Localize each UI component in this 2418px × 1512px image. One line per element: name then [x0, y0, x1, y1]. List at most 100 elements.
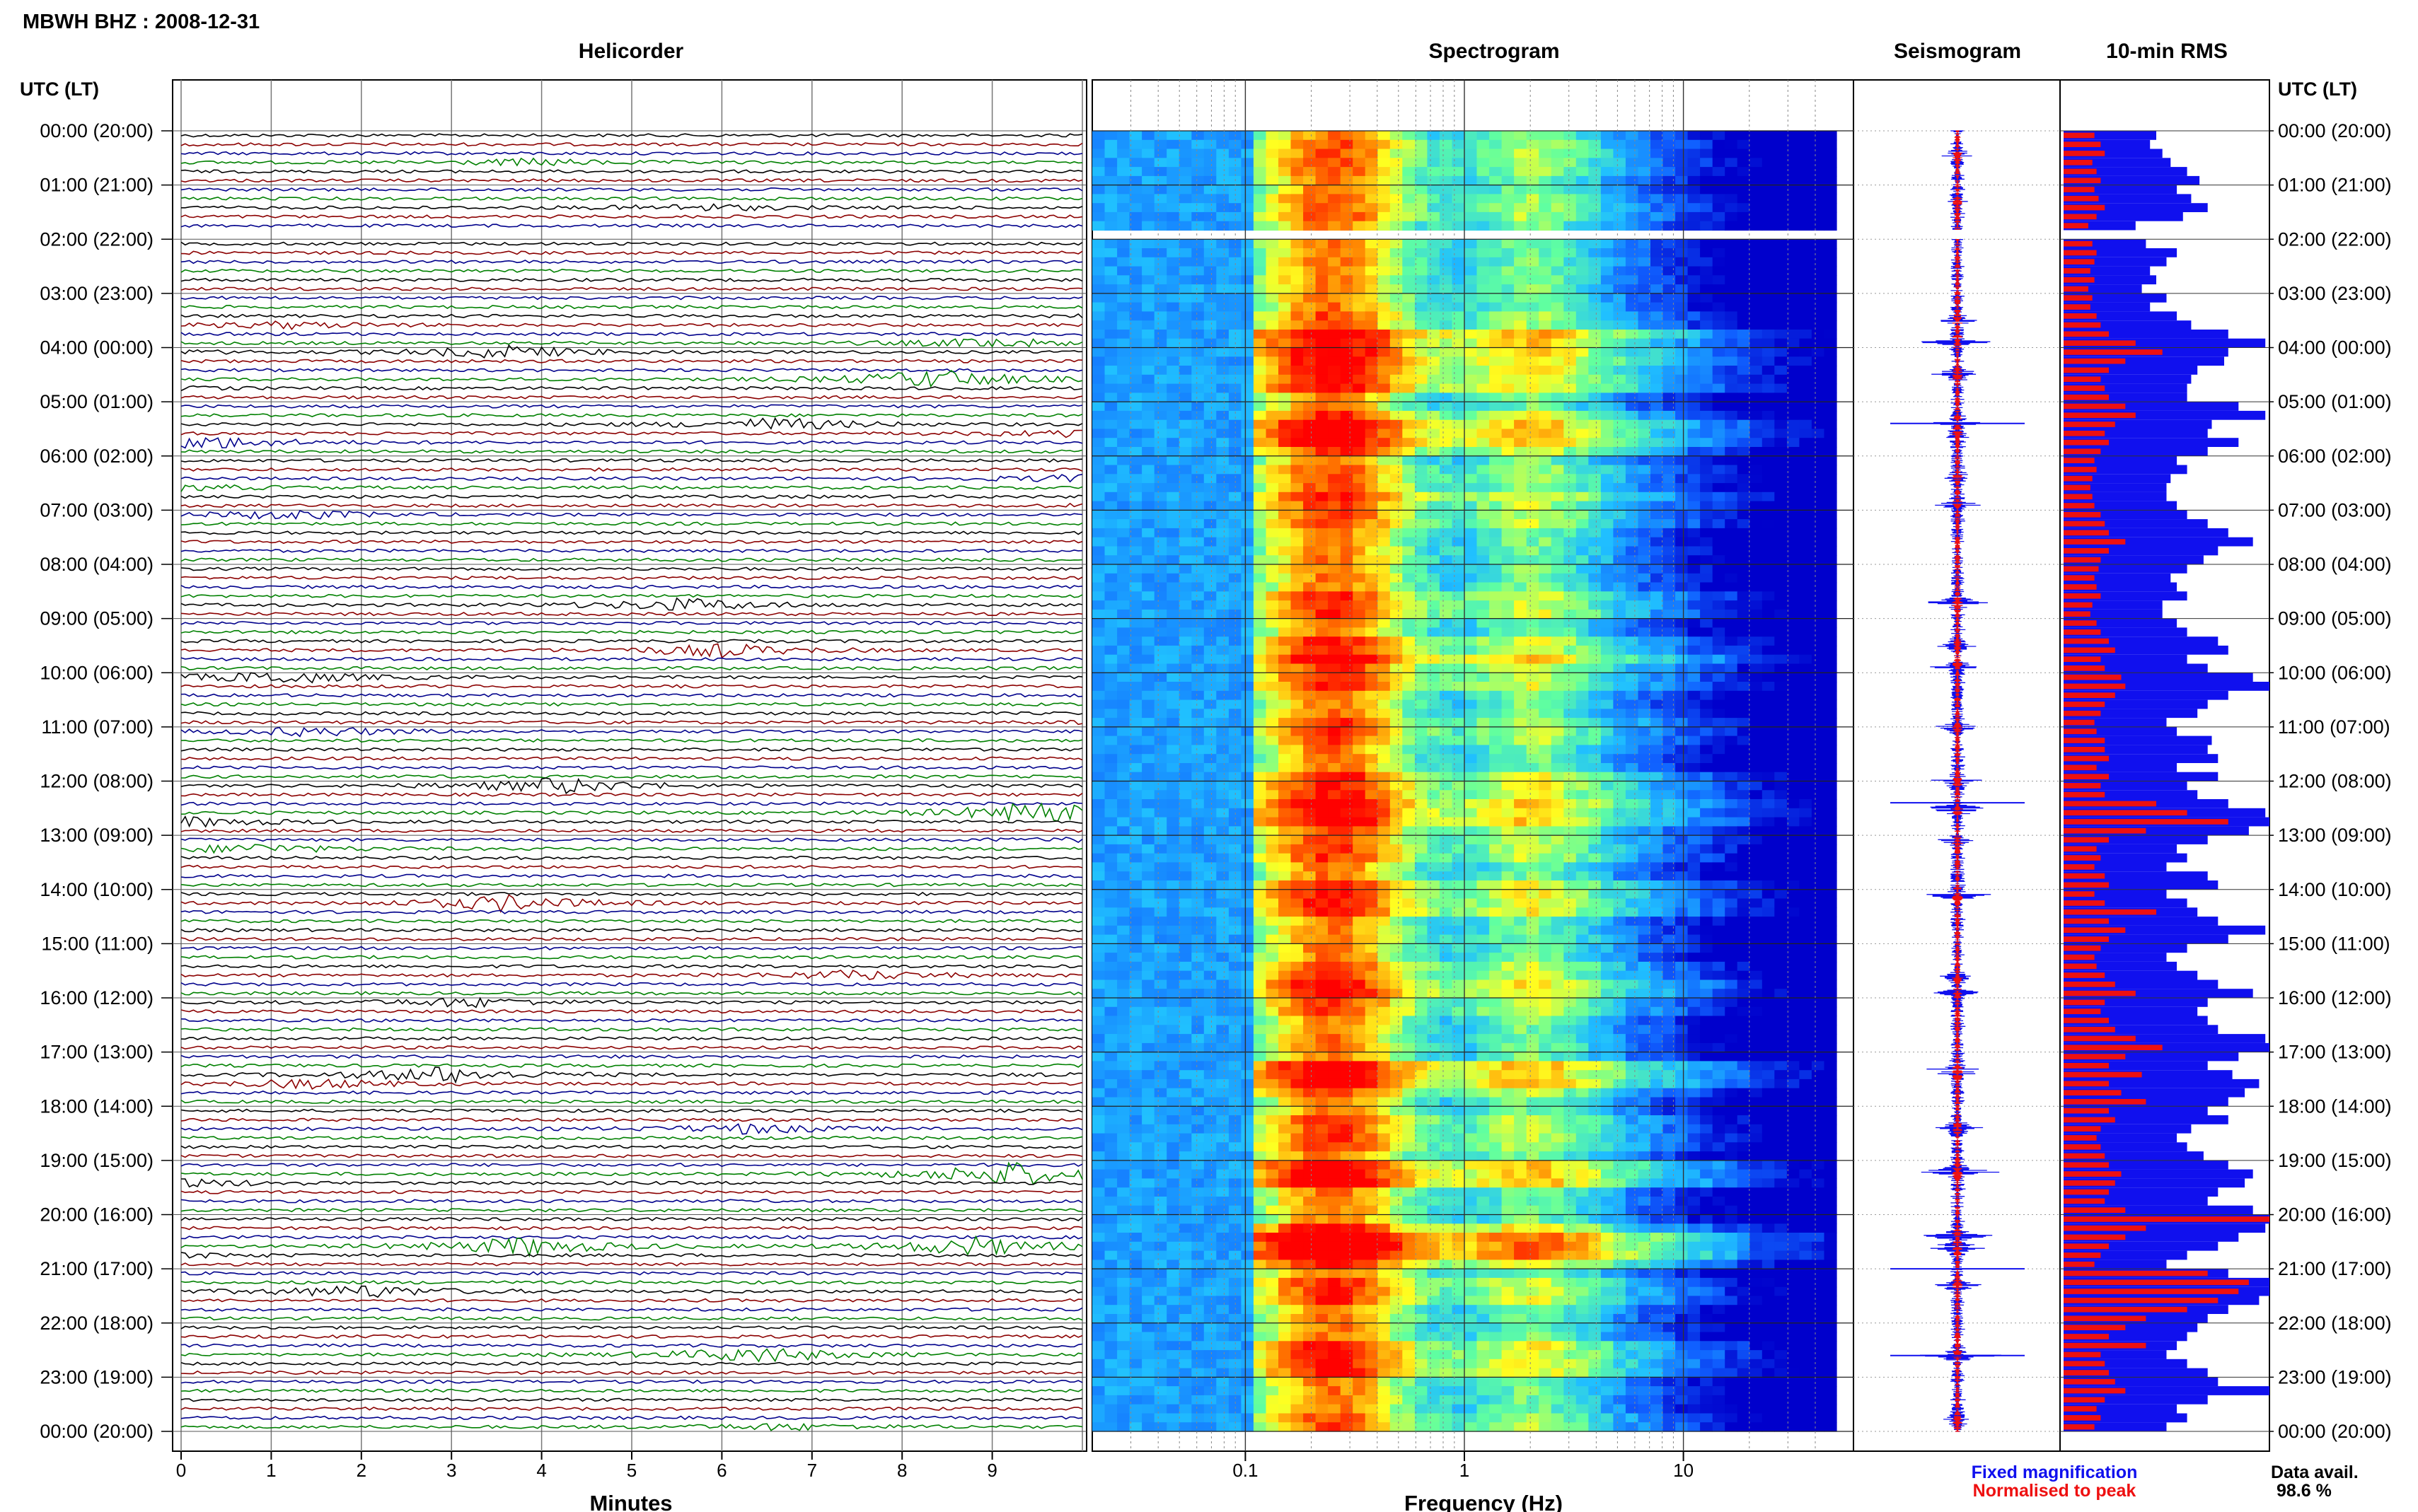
spectrogram-cell — [1737, 429, 1750, 438]
spectrogram-cell — [1675, 139, 1689, 150]
spectrogram-cell — [1452, 330, 1465, 339]
spectrogram-cell — [1328, 835, 1341, 845]
spectrogram-cell — [1638, 149, 1651, 158]
spectrogram-cell — [1167, 745, 1180, 755]
spectrogram-cell — [1203, 645, 1217, 656]
spectrogram-cell — [1427, 175, 1440, 186]
spectrogram-cell — [1427, 131, 1440, 141]
spectrogram-cell — [1514, 844, 1527, 854]
spectrogram-cell — [1539, 167, 1552, 177]
spectrogram-cell — [1786, 745, 1800, 755]
spectrogram-cell — [1203, 826, 1217, 836]
spectrogram-cell — [1452, 645, 1465, 656]
helicorder-trace — [180, 955, 1083, 960]
spectrogram-cell — [1092, 320, 1106, 330]
spectrogram-cell — [1526, 465, 1539, 475]
spectrogram-cell — [1650, 320, 1664, 330]
spectrogram-cell — [1650, 790, 1664, 800]
spectrogram-cell — [1514, 645, 1527, 656]
spectrogram-cell — [1786, 320, 1800, 330]
spectrogram-cell — [1377, 284, 1391, 294]
spectrogram-cell — [1439, 429, 1452, 438]
spectrogram-cell — [1501, 483, 1515, 493]
spectrogram-cell — [1749, 185, 1763, 194]
helicorder-trace — [180, 828, 1083, 833]
spectrogram-cell — [1687, 167, 1701, 177]
spectrogram-cell — [1290, 799, 1304, 809]
spectrogram-cell — [1675, 392, 1689, 402]
spectrogram-cell — [1129, 239, 1143, 249]
spectrogram-cell — [1414, 330, 1428, 339]
spectrogram-cell — [1650, 618, 1664, 628]
spectrogram-cell — [1762, 275, 1775, 285]
spectrogram-cell — [1154, 419, 1167, 430]
spectrogram-cell — [1786, 772, 1800, 782]
spectrogram-cell — [1514, 510, 1527, 520]
spectrogram-cell — [1452, 555, 1465, 565]
spectrogram-cell — [1129, 455, 1143, 466]
spectrogram-cell — [1142, 718, 1155, 728]
spectrogram-cell — [1712, 194, 1725, 204]
spectrogram-cell — [1253, 410, 1266, 421]
spectrogram-cell — [1290, 835, 1304, 845]
spectrogram-cell — [1167, 302, 1180, 312]
spectrogram-cell — [1328, 790, 1341, 800]
spectrogram-cell — [1476, 302, 1490, 312]
spectrogram-cell — [1402, 555, 1416, 565]
spectrogram-cell — [1315, 790, 1329, 800]
spectrogram-cell — [1179, 618, 1192, 628]
spectrogram-cell — [1142, 257, 1155, 267]
spectrogram-cell — [1799, 645, 1812, 656]
spectrogram-cell — [1104, 293, 1118, 303]
spectrogram-cell — [1402, 645, 1416, 656]
spectrogram-cell — [1191, 573, 1205, 583]
spectrogram-cell — [1501, 600, 1515, 610]
spectrogram-cell — [1315, 194, 1329, 204]
spectrogram-cell — [1811, 564, 1824, 574]
spectrogram-cell — [1377, 618, 1391, 628]
spectrogram-cell — [1489, 699, 1503, 709]
spectrogram-cell — [1786, 492, 1800, 502]
spectrogram-cell — [1539, 510, 1552, 520]
spectrogram-cell — [1774, 167, 1788, 177]
spectrogram-cell — [1526, 311, 1539, 321]
spectrogram-cell — [1278, 844, 1292, 854]
spectrogram-cell — [1315, 239, 1329, 249]
spectrogram-cell — [1365, 528, 1378, 538]
spectrogram-cell — [1154, 194, 1167, 204]
spectrogram-cell — [1613, 835, 1626, 845]
spectrogram-cell — [1551, 257, 1564, 267]
spectrogram-cell — [1501, 754, 1515, 764]
spectrogram-cell — [1278, 663, 1292, 673]
spectrogram-cell — [1588, 167, 1602, 177]
spectrogram-cell — [1786, 654, 1800, 665]
spectrogram-cell — [1514, 221, 1527, 231]
spectrogram-cell — [1216, 330, 1230, 339]
spectrogram-cell — [1253, 546, 1266, 556]
spectrogram-cell — [1489, 555, 1503, 565]
spectrogram-cell — [1675, 429, 1689, 438]
spectrogram-cell — [1737, 799, 1750, 809]
spectrogram-cell — [1179, 790, 1192, 800]
spectrogram-cell — [1501, 356, 1515, 366]
spectrogram-cell — [1749, 402, 1763, 412]
spectrogram-cell — [1625, 320, 1638, 330]
spectrogram-cell — [1600, 203, 1614, 213]
spectrogram-cell — [1774, 636, 1788, 646]
spectrogram-cell — [1303, 347, 1317, 357]
spectrogram-cell — [1439, 392, 1452, 402]
spectrogram-cell — [1203, 591, 1217, 601]
spectrogram-cell — [1539, 528, 1552, 538]
spectrogram-cell — [1365, 501, 1378, 511]
spectrogram-cell — [1315, 853, 1329, 863]
spectrogram-cell — [1203, 519, 1217, 529]
spectrogram-cell — [1749, 419, 1763, 430]
spectrogram-cell — [1489, 573, 1503, 583]
helicorder-trace — [180, 458, 1083, 463]
spectrogram-cell — [1104, 663, 1118, 673]
spectrogram-cell — [1253, 311, 1266, 321]
spectrogram-cell — [1328, 483, 1341, 493]
spectrogram-cell — [1501, 239, 1515, 249]
spectrogram-cell — [1799, 139, 1812, 150]
spectrogram-cell — [1588, 754, 1602, 764]
